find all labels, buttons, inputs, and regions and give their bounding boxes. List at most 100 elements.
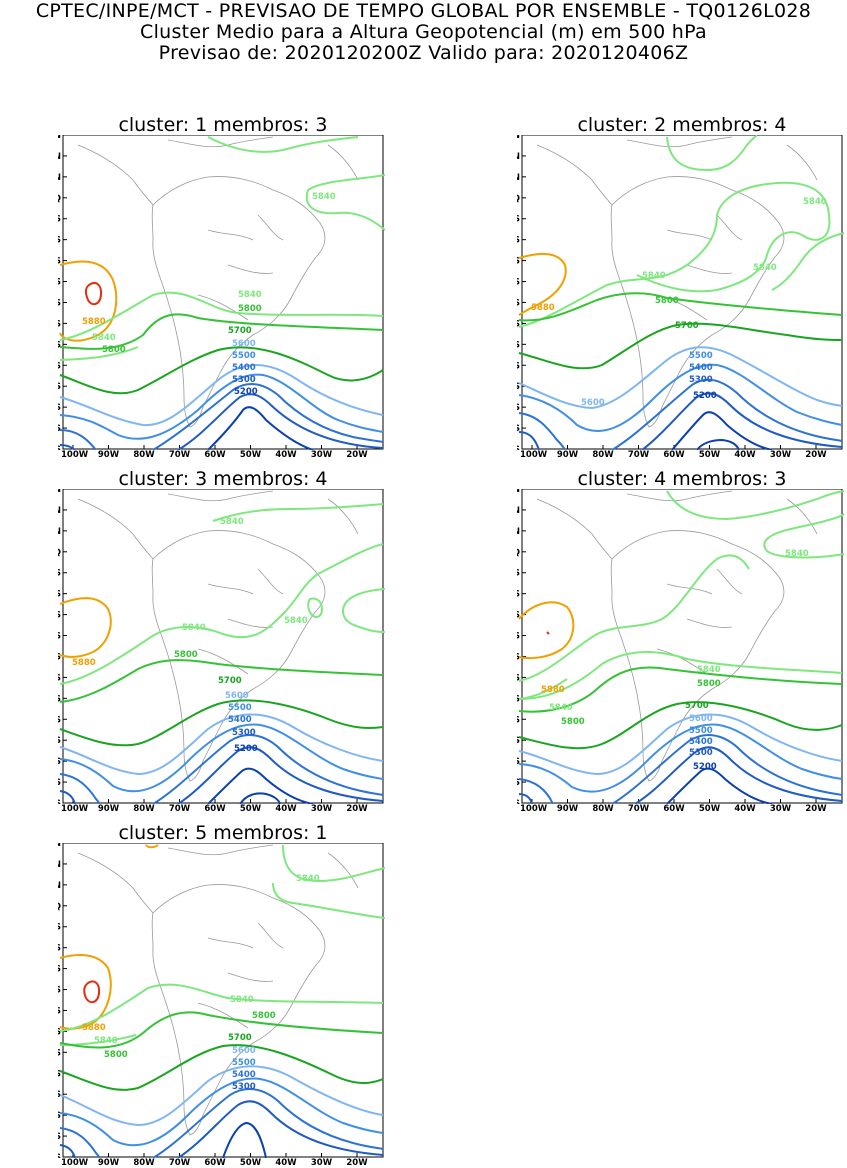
lat-label: 30S [58,673,61,683]
lat-label: 20S [58,986,61,996]
lon-label: 60W [663,804,685,814]
label-5800: 5800 [102,345,126,355]
cluster-panel-2: cluster: 2 membros: 4 15N 10N 5N EQ 5S 10S 15S… [517,114,847,460]
contour-5840-north [666,135,758,172]
contour-5200 [666,767,773,804]
country-border [77,852,154,914]
label-5600: 5600 [232,339,256,349]
lat-label: 10N [517,506,520,516]
label-5880: 5880 [72,658,96,668]
lat-label: 15N [58,135,61,141]
lat-label: 10N [517,152,520,162]
contour-5840-north [666,490,845,521]
label-5800: 5800 [561,717,585,727]
label-5840: 5840 [238,290,262,300]
lat-label: 60S [58,445,61,450]
country-border [626,136,733,148]
lat-label: 60S [517,445,520,450]
lat-label: 5N [58,527,61,537]
label-5200: 5200 [234,744,258,754]
cluster-panel-1: cluster: 1 membros: 3 15N 10N 5N EQ 5S 10S 15S… [58,114,388,460]
country-border [327,498,359,535]
lat-label: 45S [517,736,520,746]
label-5200: 5200 [693,391,717,401]
lat-label: 10S [58,944,61,954]
contour-5100 [239,792,281,804]
contour-5300 [59,746,384,804]
lat-label: 45S [58,382,61,392]
label-5500: 5500 [689,726,713,736]
lat-label: 35S [58,340,61,350]
map-frame [62,843,384,1158]
lon-label: 50W [239,450,262,460]
lat-label: 15S [517,611,520,621]
contour-5840-east [771,232,845,291]
country-border [197,568,284,675]
contour-5300 [518,746,843,804]
contour-5700 [518,322,843,370]
contours [59,844,386,1158]
axis-frame: 15N 10N 5N EQ 5S 10S 15S 20S 25S 30S 35S 40S 45S 50S 5… [58,489,384,804]
label-5600: 5600 [225,691,249,701]
lat-label: 35S [517,694,520,704]
contour-5500 [59,1077,384,1147]
label-5600: 5600 [689,714,713,724]
contour-5880 [59,597,112,658]
contour-5300 [518,392,843,450]
lat-label: 15N [58,843,61,849]
lon-label: 70W [168,804,191,814]
lat-label: 20S [58,632,61,642]
land-outline [77,844,359,1136]
label-5800: 5800 [697,679,721,689]
lon-label: 20W [346,804,368,814]
contour-5840 [518,554,750,700]
lon-label: 30W [310,450,333,460]
contour-5840-east [763,513,845,559]
contour-5600 [59,713,384,776]
label-5700: 5700 [685,701,709,711]
lat-label: 5N [517,173,520,183]
cluster-panel-4: cluster: 4 membros: 3 15N 10N 5N EQ 5S 10S 15S… [517,468,847,814]
label-5840: 5840 [94,1036,118,1046]
contour-5700 [518,701,843,750]
axis-frame: 15N 10N 5N EQ 5S 10S 15S 20S 25S 30S 35S 40S 45S 50S 5… [58,135,384,450]
lon-label: 100W [520,804,548,814]
contour-5200 [222,1121,267,1158]
lat-label: EQ [58,548,61,558]
contour-5920 [83,980,101,1004]
contour-5600 [518,346,843,410]
lat-label: 35S [517,340,520,350]
lat-label: 60S [58,1153,61,1158]
country-border [197,214,284,321]
label-5400: 5400 [232,1070,256,1080]
contour-5840 [59,983,384,1032]
country-border [167,844,274,856]
lat-label: 25S [58,1006,61,1016]
label-5880: 5880 [541,685,565,695]
lat-label: 50S [517,403,520,413]
lat-label: 15N [517,135,520,141]
lat-label: 30S [517,319,520,329]
lon-label: 100W [61,804,89,814]
label-5880: 5880 [531,303,555,313]
lat-label: 10S [58,236,61,246]
lon-label: 100W [61,1158,89,1168]
country-border [327,852,359,889]
label-5500: 5500 [232,1058,256,1068]
lat-label: 15N [58,489,61,495]
lon-label: 90W [97,804,120,814]
contour-5880-top [145,844,159,849]
lat-label: 55S [517,778,520,788]
lat-label: 15S [517,257,520,267]
lat-label: 35S [58,1048,61,1058]
lon-label: 20W [346,450,368,460]
label-5840: 5840 [296,874,320,884]
label-5700: 5700 [218,676,242,686]
contour-5920 [546,631,550,635]
contour-5600 [518,713,843,776]
lat-label: 55S [58,778,61,788]
lat-label: 5S [58,215,61,225]
lat-label: EQ [58,194,61,204]
lat-label: 60S [58,799,61,804]
contour-labels: 5840 5840 5840 5800 5800 5880 5700 5600 … [82,874,320,1092]
